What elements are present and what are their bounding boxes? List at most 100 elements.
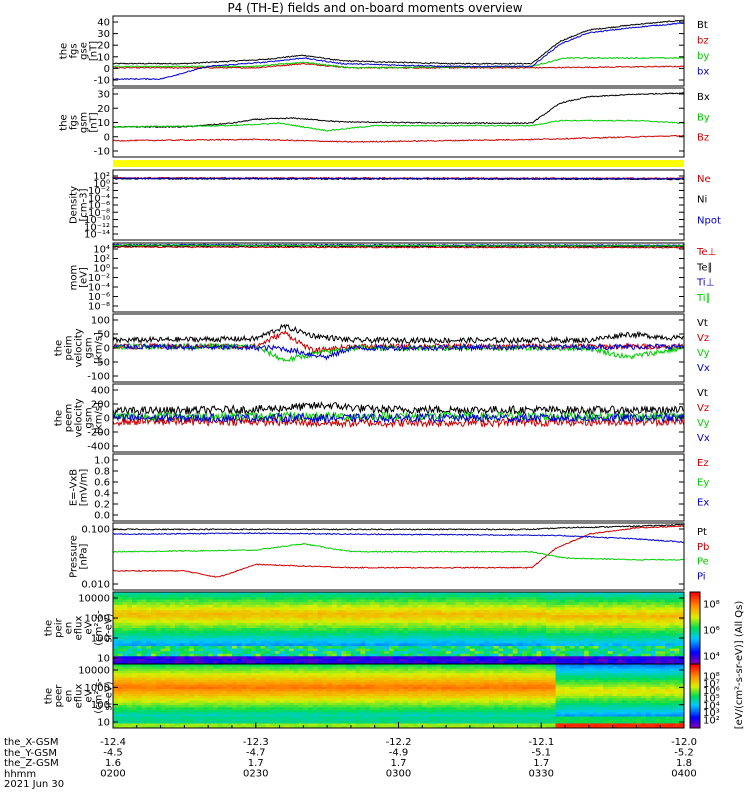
heatmap-cell — [122, 628, 128, 631]
heatmap-cell — [222, 666, 228, 669]
heatmap-cell — [398, 622, 404, 626]
heatmap-cell — [560, 661, 566, 665]
heatmap-cell — [222, 607, 228, 611]
heatmap-cell — [417, 604, 423, 608]
heatmap-cell — [465, 594, 471, 598]
heatmap-cell — [174, 673, 181, 676]
heatmap-cell — [317, 620, 323, 624]
heatmap-cell — [403, 640, 409, 644]
heatmap-cell — [417, 625, 423, 629]
heatmap-cell — [526, 628, 533, 631]
heatmap-cell — [350, 630, 357, 634]
colorbar-cell — [690, 606, 700, 609]
heatmap-cell — [622, 594, 628, 598]
heatmap-cell — [550, 604, 556, 608]
heatmap-cell — [179, 643, 185, 647]
heatmap-cell — [289, 625, 295, 629]
heatmap-cell — [498, 594, 504, 598]
heatmap-cell — [603, 607, 609, 611]
heatmap-cell — [607, 653, 614, 657]
heatmap-cell — [469, 633, 476, 637]
heatmap-cell — [146, 602, 152, 606]
heatmap-cell — [536, 643, 542, 647]
heatmap-cell — [170, 668, 176, 672]
heatmap-cell — [193, 592, 200, 595]
heatmap-cell — [217, 700, 223, 704]
heatmap-cell — [122, 698, 128, 701]
heatmap-cell — [641, 651, 647, 655]
heatmap-cell — [179, 651, 185, 655]
heatmap-cell — [526, 630, 533, 634]
heatmap-cell — [151, 594, 157, 598]
heatmap-cell — [303, 648, 309, 652]
ytick-label: 1000 — [85, 614, 110, 625]
heatmap-cell — [431, 633, 437, 637]
heatmap-cell — [303, 620, 309, 624]
heatmap-cell — [312, 628, 319, 631]
heatmap-cell — [331, 700, 338, 704]
heatmap-cell — [289, 725, 295, 729]
heatmap-cell — [184, 625, 190, 629]
heatmap-cell — [455, 646, 461, 649]
heatmap-cell — [450, 617, 456, 621]
heatmap-cell — [479, 602, 485, 606]
heatmap-cell — [293, 664, 299, 667]
heatmap-cell — [113, 680, 119, 683]
heatmap-cell — [193, 725, 200, 729]
heatmap-cell — [212, 680, 219, 683]
heatmap-cell — [412, 656, 418, 660]
heatmap-cell — [308, 718, 314, 722]
heatmap-cell — [303, 610, 309, 613]
heatmap-cell — [664, 592, 671, 595]
heatmap-cell — [141, 718, 147, 722]
heatmap-cell — [270, 622, 276, 626]
heatmap-cell — [193, 635, 200, 639]
heatmap-cell — [565, 658, 571, 662]
heatmap-cell — [355, 625, 361, 629]
heatmap-cell — [422, 604, 428, 608]
heatmap-cell — [664, 625, 671, 629]
heatmap-cell — [155, 693, 161, 697]
heatmap-cell — [336, 648, 342, 652]
heatmap-cell — [388, 625, 395, 629]
heatmap-cell — [122, 661, 128, 665]
heatmap-cell — [346, 607, 352, 611]
heatmap-cell — [450, 625, 456, 629]
heatmap-cell — [255, 686, 261, 690]
heatmap-cell — [117, 700, 123, 704]
heatmap-cell — [526, 620, 533, 624]
heatmap-cell — [284, 610, 290, 613]
heatmap-cell — [398, 651, 404, 655]
heatmap-cell — [127, 680, 133, 683]
heatmap-cell — [626, 630, 633, 634]
heatmap-cell — [160, 661, 166, 665]
heatmap-cell — [417, 622, 423, 626]
heatmap-cell — [241, 721, 247, 724]
heatmap-cell — [498, 610, 504, 613]
heatmap-cell — [227, 607, 233, 611]
heatmap-cell — [374, 635, 380, 639]
heatmap-cell — [526, 638, 533, 642]
heatmap-cell — [488, 638, 495, 642]
heatmap-cell — [427, 628, 433, 631]
heatmap-cell — [360, 648, 366, 652]
heatmap-cell — [379, 617, 385, 621]
heatmap-cell — [308, 643, 314, 647]
heatmap-cell — [203, 633, 209, 637]
heatmap-cell — [479, 633, 485, 637]
heatmap-cell — [541, 622, 547, 626]
heatmap-cell — [198, 607, 204, 611]
heatmap-cell — [317, 693, 323, 697]
heatmap-cell — [284, 668, 290, 672]
heatmap-cell — [231, 696, 238, 699]
heatmap-cell — [146, 656, 152, 660]
heatmap-cell — [170, 646, 176, 649]
heatmap-cell — [384, 656, 390, 660]
heatmap-cell — [484, 622, 490, 626]
heatmap-cell — [493, 648, 499, 652]
heatmap-cell — [170, 610, 176, 613]
heatmap-cell — [279, 700, 285, 704]
heatmap-cell — [265, 696, 271, 699]
heatmap-cell — [217, 664, 223, 667]
heatmap-cell — [231, 666, 238, 669]
